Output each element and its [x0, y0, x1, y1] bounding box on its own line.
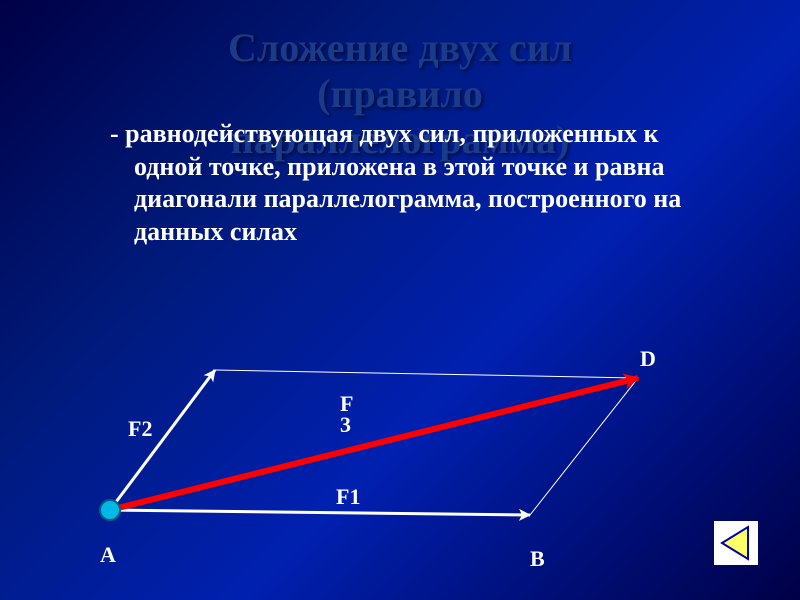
previous-slide-button[interactable] — [714, 521, 758, 565]
label-b: B — [530, 546, 545, 572]
vector-f3 — [110, 378, 638, 510]
edge-bd — [530, 378, 638, 515]
slide-body-text: - равнодействующая двух сил, приложенных… — [0, 118, 800, 248]
origin-point-marker — [100, 500, 120, 520]
vector-f1 — [110, 510, 530, 515]
title-line-2: (правило — [317, 71, 483, 116]
vector-f2 — [110, 370, 215, 510]
triangle-left-icon — [716, 523, 756, 563]
label-d: D — [640, 346, 656, 372]
label-a: A — [100, 542, 116, 568]
title-line-1: Сложение двух сил — [228, 25, 572, 70]
label-f3: F3 — [340, 394, 353, 436]
label-f1: F1 — [336, 484, 360, 510]
edge-cd — [215, 370, 638, 378]
label-f2: F2 — [128, 416, 152, 442]
